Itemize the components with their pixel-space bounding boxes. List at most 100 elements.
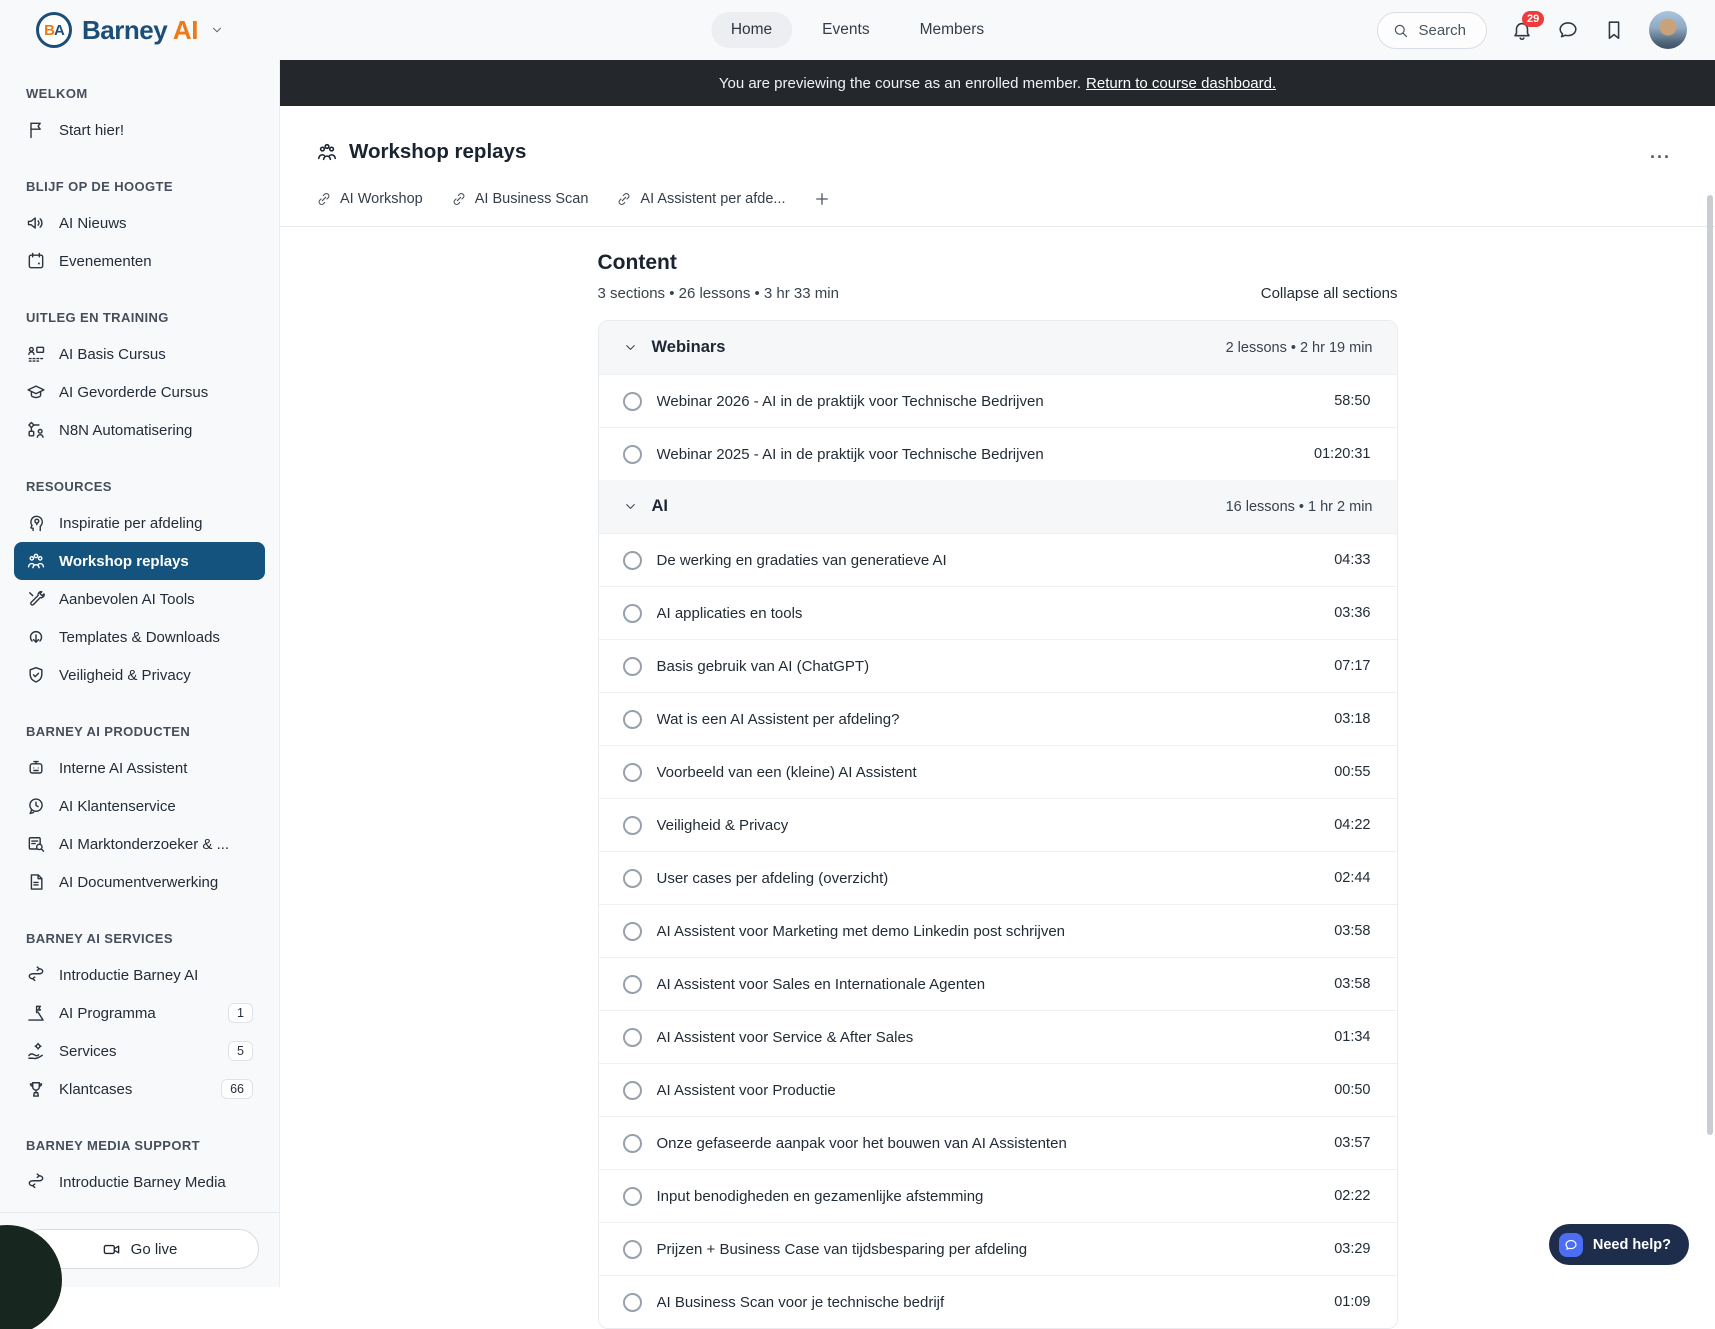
sidebar-group-title: BLIJF OP DE HOOGTE (14, 179, 265, 194)
messages-button[interactable] (1557, 19, 1579, 41)
sidebar-item-services[interactable]: Services 5 (14, 1032, 265, 1070)
sidebar-item-start-hier[interactable]: Start hier! (14, 111, 265, 149)
lesson-row[interactable]: Basis gebruik van AI (ChatGPT) 07:17 (599, 639, 1397, 692)
lesson-progress-circle (623, 1081, 642, 1100)
lesson-row[interactable]: Input benodigheden en gezamenlijke afste… (599, 1169, 1397, 1222)
lesson-row[interactable]: Veiligheid & Privacy 04:22 (599, 798, 1397, 851)
nav-tab-home[interactable]: Home (711, 12, 792, 48)
sidebar-group: BARNEY AI SERVICES Introductie Barney AI… (14, 931, 265, 1108)
lesson-row[interactable]: AI Business Scan voor je technische bedr… (599, 1275, 1397, 1328)
lesson-progress-circle (623, 604, 642, 623)
quick-link-ai-workshop[interactable]: AI Workshop (316, 191, 423, 207)
lesson-duration: 04:22 (1334, 817, 1370, 833)
sidebar-item-workshop-replays[interactable]: Workshop replays (14, 542, 265, 580)
brand-name: Barney AI (82, 15, 198, 46)
sidebar-item-ai-nieuws[interactable]: AI Nieuws (14, 204, 265, 242)
need-help-button[interactable]: Need help? (1549, 1224, 1689, 1265)
lesson-row[interactable]: Wat is een AI Assistent per afdeling? 03… (599, 692, 1397, 745)
sidebar-item-interne-ai-assistent[interactable]: Interne AI Assistent (14, 749, 265, 787)
document-icon (26, 872, 46, 892)
sidebar-item-ai-gevorderde-cursus[interactable]: AI Gevorderde Cursus (14, 373, 265, 411)
download-icon (26, 627, 46, 647)
lesson-row[interactable]: Webinar 2026 - AI in de praktijk voor Te… (599, 374, 1397, 427)
link-icon (451, 191, 467, 207)
sidebar-item-ai-marktonderzoeker[interactable]: AI Marktonderzoeker & ... (14, 825, 265, 863)
bookmarks-button[interactable] (1603, 19, 1625, 41)
lesson-row[interactable]: Onze gefaseerde aanpak voor het bouwen v… (599, 1116, 1397, 1169)
sidebar-item-introductie-barney-media[interactable]: Introductie Barney Media (14, 1163, 265, 1201)
sidebar-group-title: WELKOM (14, 86, 265, 101)
lesson-row[interactable]: AI Assistent voor Marketing met demo Lin… (599, 904, 1397, 957)
sidebar-item-introductie-barney-ai[interactable]: Introductie Barney AI (14, 956, 265, 994)
sidebar-item-label: AI Nieuws (59, 215, 253, 232)
lesson-title: Onze gefaseerde aanpak voor het bouwen v… (657, 1135, 1320, 1152)
section-meta: 16 lessons • 1 hr 2 min (1226, 499, 1373, 515)
return-dashboard-link[interactable]: Return to course dashboard. (1086, 75, 1276, 92)
main-content: You are previewing the course as an enro… (280, 60, 1715, 1329)
lesson-title: User cases per afdeling (overzicht) (657, 870, 1320, 887)
quick-link-ai-assistent-per-afde[interactable]: AI Assistent per afde... (616, 191, 785, 207)
lesson-title: Input benodigheden en gezamenlijke afste… (657, 1188, 1320, 1205)
sidebar-item-inspiratie-per-afdeling[interactable]: Inspiratie per afdeling (14, 504, 265, 542)
plus-icon (813, 190, 831, 208)
sidebar-group-title: BARNEY AI PRODUCTEN (14, 724, 265, 739)
lesson-duration: 03:36 (1334, 605, 1370, 621)
sidebar-item-aanbevolen-ai-tools[interactable]: Aanbevolen AI Tools (14, 580, 265, 618)
sidebar-item-label: AI Marktonderzoeker & ... (59, 836, 253, 853)
sidebar-item-templates-downloads[interactable]: Templates & Downloads (14, 618, 265, 656)
lesson-duration: 03:57 (1334, 1135, 1370, 1151)
lesson-row[interactable]: Webinar 2025 - AI in de praktijk voor Te… (599, 427, 1397, 480)
lesson-row[interactable]: User cases per afdeling (overzicht) 02:4… (599, 851, 1397, 904)
lesson-row[interactable]: Prijzen + Business Case van tijdsbespari… (599, 1222, 1397, 1275)
sidebar-item-ai-klantenservice[interactable]: AI Klantenservice (14, 787, 265, 825)
milestone-icon (26, 1003, 46, 1023)
sidebar-item-label: Klantcases (59, 1081, 208, 1098)
content-section: AI 16 lessons • 1 hr 2 min De werking en… (599, 480, 1397, 1328)
quick-link-label: AI Workshop (340, 191, 423, 207)
sidebar-item-ai-programma[interactable]: AI Programma 1 (14, 994, 265, 1032)
scrollbar[interactable] (1707, 195, 1713, 1135)
sidebar-item-label: N8N Automatisering (59, 422, 253, 439)
section-header[interactable]: Webinars 2 lessons • 2 hr 19 min (599, 321, 1397, 374)
preview-banner: You are previewing the course as an enro… (280, 60, 1715, 106)
lesson-duration: 02:44 (1334, 870, 1370, 886)
lesson-title: De werking en gradaties van generatieve … (657, 552, 1320, 569)
group-icon (316, 141, 338, 163)
lesson-row[interactable]: AI Assistent voor Productie 00:50 (599, 1063, 1397, 1116)
sidebar-item-n8n-automatisering[interactable]: N8N Automatisering (14, 411, 265, 449)
lesson-row[interactable]: Voorbeeld van een (kleine) AI Assistent … (599, 745, 1397, 798)
content-section: Webinars 2 lessons • 2 hr 19 min Webinar… (599, 321, 1397, 480)
sidebar-item-label: Inspiratie per afdeling (59, 515, 253, 532)
notifications-button[interactable]: 29 (1511, 19, 1533, 41)
section-header[interactable]: AI 16 lessons • 1 hr 2 min (599, 480, 1397, 533)
sidebar-item-veiligheid-privacy[interactable]: Veiligheid & Privacy (14, 656, 265, 694)
tools-icon (26, 589, 46, 609)
nav-tab-members[interactable]: Members (900, 12, 1005, 48)
nav-tab-events[interactable]: Events (802, 12, 889, 48)
sidebar-item-label: Evenementen (59, 253, 253, 270)
camera-icon (102, 1240, 121, 1259)
go-live-label: Go live (131, 1241, 178, 1258)
lesson-row[interactable]: AI Assistent voor Service & After Sales … (599, 1010, 1397, 1063)
collapse-all-button[interactable]: Collapse all sections (1261, 285, 1398, 302)
sidebar-item-ai-basis-cursus[interactable]: AI Basis Cursus (14, 335, 265, 373)
lesson-row[interactable]: De werking en gradaties van generatieve … (599, 533, 1397, 586)
sidebar-item-label: Veiligheid & Privacy (59, 667, 253, 684)
sidebar-item-klantcases[interactable]: Klantcases 66 (14, 1070, 265, 1108)
user-avatar[interactable] (1649, 11, 1687, 49)
lesson-progress-circle (623, 657, 642, 676)
quick-link-ai-business-scan[interactable]: AI Business Scan (451, 191, 589, 207)
lesson-duration: 03:18 (1334, 711, 1370, 727)
sidebar-item-evenementen[interactable]: Evenementen (14, 242, 265, 280)
search-icon (1392, 22, 1409, 39)
sidebar-item-ai-documentverwerking[interactable]: AI Documentverwerking (14, 863, 265, 901)
lesson-title: AI Assistent voor Service & After Sales (657, 1029, 1320, 1046)
lesson-row[interactable]: AI Assistent voor Sales en International… (599, 957, 1397, 1010)
page-options-button[interactable]: ... (1650, 142, 1671, 163)
lesson-row[interactable]: AI applicaties en tools 03:36 (599, 586, 1397, 639)
chevron-down-icon (623, 499, 638, 514)
search-button[interactable]: Search (1377, 12, 1487, 49)
add-link-button[interactable] (813, 190, 831, 208)
sidebar-item-label: Aanbevolen AI Tools (59, 591, 253, 608)
